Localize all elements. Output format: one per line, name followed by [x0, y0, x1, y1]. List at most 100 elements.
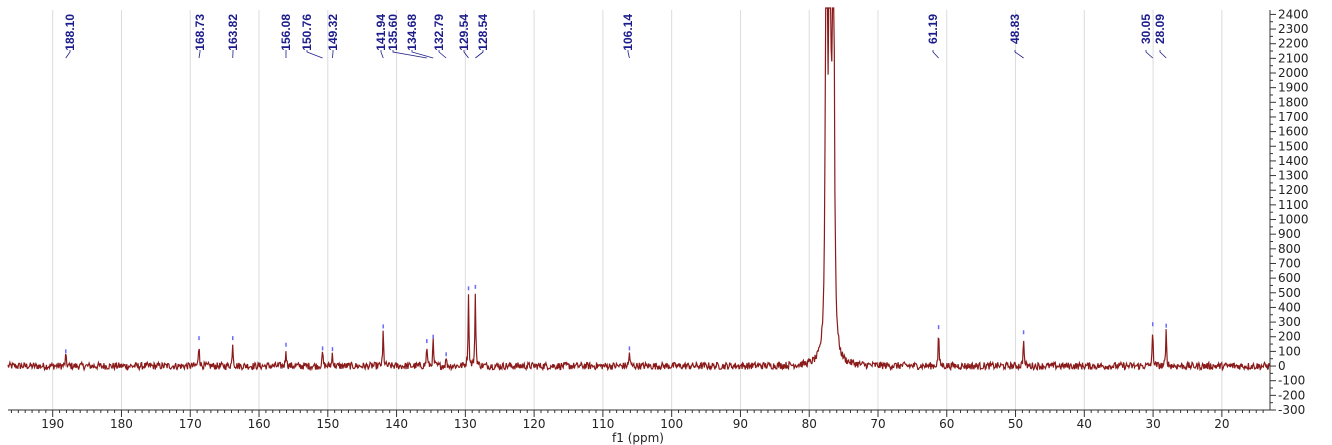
- peak-label-group: 141.94: [374, 14, 388, 59]
- y-tick-label: 500: [1278, 286, 1301, 300]
- x-tick-label: 170: [179, 417, 202, 431]
- peak-label-connector: [306, 50, 323, 59]
- x-tick-label: 20: [1214, 417, 1229, 431]
- x-tick-label: 130: [454, 417, 477, 431]
- x-tick-label: 50: [1008, 417, 1023, 431]
- peak-label-connector: [463, 50, 469, 59]
- y-tick-label: 100: [1278, 344, 1301, 358]
- peak-label-group: 28.09: [1153, 14, 1167, 59]
- peak-label: 135.60: [386, 14, 400, 51]
- y-tick-label: 2000: [1278, 66, 1309, 80]
- peak-label-connector: [65, 50, 71, 59]
- y-tick-label: 1000: [1278, 213, 1309, 227]
- spectrum-line: [7, 7, 1270, 372]
- peak-label-connector: [332, 50, 334, 59]
- x-tick-label: 150: [316, 417, 339, 431]
- peak-labels: 188.10 168.73 163.82 156.08 150.76 149.32 141.…: [63, 14, 1167, 59]
- peak-label: 106.14: [621, 14, 635, 51]
- peak-label-group: 129.54: [457, 14, 471, 59]
- peak-label: 48.83: [1008, 14, 1022, 44]
- peak-label-group: 134.68: [405, 14, 434, 59]
- peak-label-group: 150.76: [300, 14, 323, 59]
- peak-label-group: 48.83: [1008, 14, 1024, 59]
- x-tick-label: 70: [870, 417, 885, 431]
- x-tick-label: 30: [1145, 417, 1160, 431]
- spectrum-trace: [7, 7, 1270, 372]
- y-tick-label: -100: [1278, 374, 1305, 388]
- peak-label: 30.05: [1139, 14, 1153, 44]
- peak-label-connector: [627, 50, 630, 59]
- y-tick-label: 200: [1278, 330, 1301, 344]
- x-tick-label: 180: [110, 417, 133, 431]
- x-tick-label: 120: [523, 417, 546, 431]
- peak-label: 134.68: [405, 14, 419, 51]
- peak-label-connector: [1014, 50, 1024, 59]
- x-tick-label: 40: [1077, 417, 1092, 431]
- peak-label: 168.73: [193, 14, 207, 51]
- x-tick-label: 60: [939, 417, 954, 431]
- x-tick-label: 140: [385, 417, 408, 431]
- x-axis: 190 180 170 160 150 140 130 120 110 100 90 80 70 60 50…: [8, 409, 1270, 431]
- y-tick-label: -200: [1278, 388, 1305, 402]
- peak-label: 129.54: [457, 14, 471, 51]
- peak-label-group: 188.10: [63, 14, 77, 59]
- y-tick-label: 1900: [1278, 81, 1309, 95]
- peak-label-connector: [475, 50, 484, 59]
- peak-label-connector: [1145, 50, 1154, 59]
- y-axis: -300-200-1000100200300400500600700800900…: [1269, 7, 1309, 417]
- y-tick-label: 1700: [1278, 110, 1309, 124]
- peak-label-group: 149.32: [326, 14, 340, 59]
- peak-label-group: 128.54: [475, 14, 490, 59]
- peak-label-group: 156.08: [279, 14, 293, 59]
- y-tick-label: 1200: [1278, 183, 1309, 197]
- peak-label: 132.79: [432, 14, 446, 51]
- peak-label-group: 163.82: [226, 14, 240, 59]
- peak-label: 128.54: [476, 14, 490, 51]
- x-tick-label: 90: [733, 417, 748, 431]
- peak-label: 163.82: [226, 14, 240, 51]
- y-tick-label: 700: [1278, 256, 1301, 270]
- peak-label: 28.09: [1153, 14, 1167, 44]
- peak-label-connector: [380, 50, 384, 59]
- y-tick-label: 0: [1278, 359, 1286, 373]
- x-tick-label: 110: [591, 417, 614, 431]
- peak-label-group: 61.19: [926, 14, 940, 59]
- x-tick-label: 80: [802, 417, 817, 431]
- grid-lines: [52, 10, 1223, 410]
- peak-label-connector: [438, 50, 447, 59]
- peak-label-group: 106.14: [621, 14, 635, 59]
- y-tick-label: 300: [1278, 315, 1301, 329]
- y-tick-label: 2300: [1278, 22, 1309, 36]
- peak-markers: [65, 284, 1167, 357]
- y-tick-label: 1800: [1278, 95, 1309, 109]
- peak-label-connector: [198, 50, 201, 59]
- peak-label-group: 30.05: [1139, 14, 1154, 59]
- y-tick-label: 1600: [1278, 125, 1309, 139]
- peak-label: 141.94: [374, 14, 388, 51]
- y-tick-label: 900: [1278, 227, 1301, 241]
- y-tick-label: 1100: [1278, 198, 1309, 212]
- peak-label: 188.10: [63, 14, 77, 51]
- x-axis-label: f1 (ppm): [612, 431, 664, 445]
- peak-label-connector: [392, 50, 427, 59]
- peak-label-group: 135.60: [386, 14, 427, 59]
- peak-label: 61.19: [926, 14, 940, 44]
- x-tick-label: 100: [660, 417, 683, 431]
- peak-label: 149.32: [326, 14, 340, 51]
- peak-label-connector: [932, 50, 939, 59]
- y-tick-label: 2400: [1278, 7, 1309, 21]
- peak-label: 156.08: [279, 14, 293, 51]
- y-tick-label: 2100: [1278, 51, 1309, 65]
- peak-label-group: 168.73: [193, 14, 207, 59]
- y-tick-label: 800: [1278, 242, 1301, 256]
- y-tick-label: 1300: [1278, 169, 1309, 183]
- peak-label: 150.76: [300, 14, 314, 51]
- y-tick-label: 1500: [1278, 139, 1309, 153]
- y-tick-label: 2200: [1278, 37, 1309, 51]
- peak-label-group: 132.79: [432, 14, 447, 59]
- y-tick-label: 600: [1278, 271, 1301, 285]
- y-tick-label: 400: [1278, 300, 1301, 314]
- peak-label-connector: [411, 50, 434, 59]
- x-tick-label: 160: [248, 417, 271, 431]
